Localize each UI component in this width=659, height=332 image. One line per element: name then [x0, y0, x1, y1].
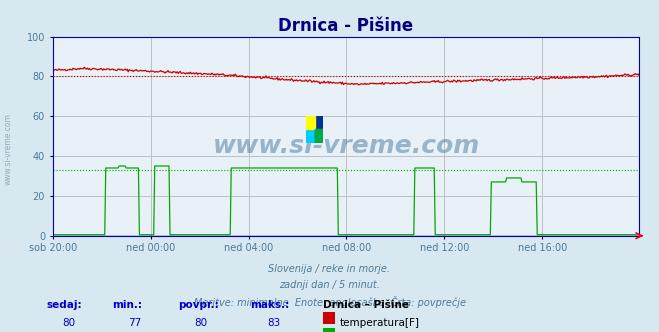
Text: povpr.:: povpr.:: [178, 300, 219, 310]
Text: Drnica – Pišine: Drnica – Pišine: [323, 300, 409, 310]
Text: www.si-vreme.com: www.si-vreme.com: [3, 114, 13, 185]
Text: Slovenija / reke in morje.: Slovenija / reke in morje.: [268, 264, 391, 274]
Text: Meritve: minimalne  Enote: anglosaške  Črta: povprečje: Meritve: minimalne Enote: anglosaške Črt…: [194, 296, 465, 308]
Text: min.:: min.:: [112, 300, 142, 310]
Text: temperatura[F]: temperatura[F]: [340, 318, 420, 328]
Bar: [306, 116, 315, 143]
Text: 83: 83: [267, 318, 280, 328]
Text: www.si-vreme.com: www.si-vreme.com: [212, 134, 480, 158]
Bar: [306, 116, 315, 129]
Bar: [315, 116, 323, 143]
Text: maks.:: maks.:: [250, 300, 290, 310]
Text: 80: 80: [63, 318, 76, 328]
Text: zadnji dan / 5 minut.: zadnji dan / 5 minut.: [279, 280, 380, 290]
Title: Drnica - Pišine: Drnica - Pišine: [278, 17, 414, 35]
Text: 77: 77: [129, 318, 142, 328]
Text: 80: 80: [194, 318, 208, 328]
Text: sedaj:: sedaj:: [46, 300, 82, 310]
Bar: [315, 129, 323, 143]
